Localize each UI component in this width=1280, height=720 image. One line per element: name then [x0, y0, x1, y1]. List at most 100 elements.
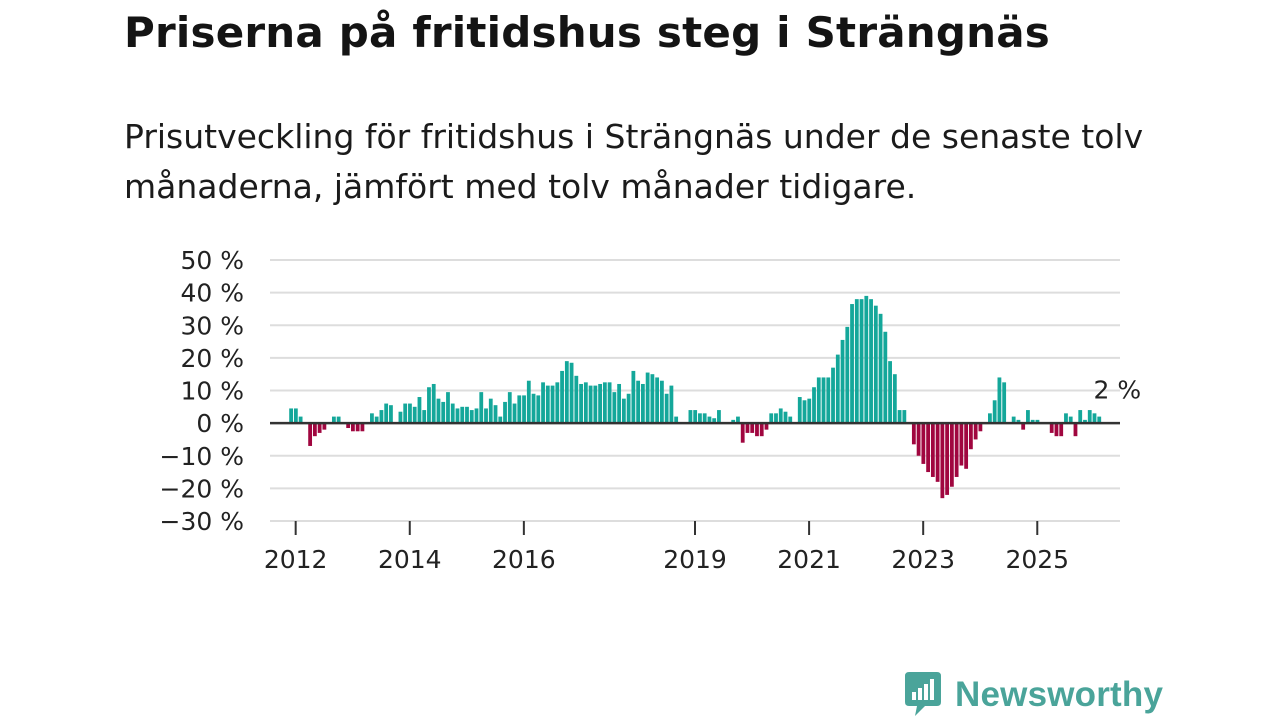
bar: [864, 295, 869, 424]
bar: [769, 413, 774, 424]
bar: [1092, 413, 1097, 424]
bar: [850, 304, 854, 424]
bar: [621, 398, 626, 424]
y-tick-label: 0 %: [196, 409, 244, 438]
bar: [954, 423, 959, 477]
bar: [1030, 419, 1035, 424]
bar: [298, 416, 303, 424]
bar: [389, 405, 393, 424]
bar: [926, 423, 931, 473]
bar: [1054, 423, 1059, 437]
bar: [1064, 413, 1068, 424]
bar: [888, 361, 892, 424]
y-tick-label: 20 %: [180, 344, 244, 373]
bar: [308, 423, 313, 446]
bar: [412, 406, 417, 424]
bar: [707, 416, 712, 424]
bar: [455, 408, 460, 424]
bar: [507, 392, 512, 424]
bar: [693, 410, 698, 424]
x-tick-label: 2025: [1005, 545, 1069, 574]
bar: [469, 410, 474, 424]
bar: [408, 403, 412, 424]
bar: [374, 416, 379, 424]
bar: [892, 374, 897, 424]
bar: [612, 392, 617, 424]
bar: [602, 382, 607, 424]
bar: [403, 403, 408, 424]
bar: [560, 370, 564, 424]
bar: [736, 416, 740, 424]
bar: [598, 383, 603, 424]
bar: [493, 405, 498, 424]
bar: [949, 423, 954, 487]
bar: [674, 416, 679, 424]
y-tick-label: −30 %: [160, 507, 244, 536]
x-tick-label: 2014: [378, 545, 442, 574]
y-tick-label: 10 %: [180, 377, 244, 406]
bar: [370, 413, 374, 424]
bar: [788, 416, 793, 424]
x-tick-label: 2019: [663, 545, 727, 574]
chart-subtitle: Prisutveckling för fritidshus i Strängnä…: [124, 117, 1144, 206]
bar: [731, 419, 736, 424]
bar: [816, 377, 821, 424]
x-tick-label: 2016: [492, 545, 556, 574]
bar: [992, 400, 997, 424]
bar: [593, 385, 598, 424]
bar: [859, 299, 864, 424]
bar: [945, 423, 950, 495]
bar: [498, 416, 503, 424]
bar: [778, 408, 783, 424]
newsworthy-logo: Newsworthy: [903, 670, 1163, 720]
bar: [588, 385, 593, 424]
bar: [465, 406, 469, 424]
bar: [526, 380, 531, 424]
bar: [607, 382, 612, 424]
bar: [1021, 423, 1026, 430]
bar: [617, 383, 622, 424]
bar: [973, 423, 978, 440]
bar: [712, 418, 717, 424]
bar: [821, 377, 826, 424]
bar: [878, 313, 883, 424]
bar: [379, 410, 384, 424]
bar: [964, 423, 969, 469]
bar: [745, 423, 750, 433]
bar: [869, 299, 873, 424]
bar: [640, 383, 645, 424]
bar: [1016, 419, 1021, 424]
bar: [755, 423, 759, 437]
bar: [531, 393, 536, 424]
x-tick-label: 2023: [891, 545, 955, 574]
bar: [717, 410, 721, 424]
bar: [417, 397, 422, 424]
bar: [355, 423, 360, 432]
bar: [854, 299, 859, 424]
bar: [1002, 382, 1007, 424]
bar: [626, 393, 631, 424]
bar: [351, 423, 355, 432]
bar: [522, 395, 526, 424]
bar: [650, 374, 655, 424]
bar: [636, 380, 641, 424]
bar: [802, 400, 807, 424]
bar: [831, 367, 835, 424]
bar: [916, 423, 921, 456]
bar: [569, 362, 574, 424]
bar: [322, 423, 327, 430]
bar: [293, 408, 298, 424]
bar: [835, 354, 840, 424]
bar: [1078, 410, 1083, 424]
bar: [940, 423, 945, 499]
bar: [1068, 416, 1073, 424]
bar: [398, 411, 403, 424]
bar: [517, 395, 522, 424]
y-tick-label: 50 %: [180, 246, 244, 275]
last-value-label: 2 %: [1094, 376, 1142, 405]
bar: [1083, 419, 1087, 424]
bar: [579, 383, 583, 424]
bar: [1087, 410, 1092, 424]
bar: [631, 370, 636, 424]
bar: [450, 403, 455, 424]
